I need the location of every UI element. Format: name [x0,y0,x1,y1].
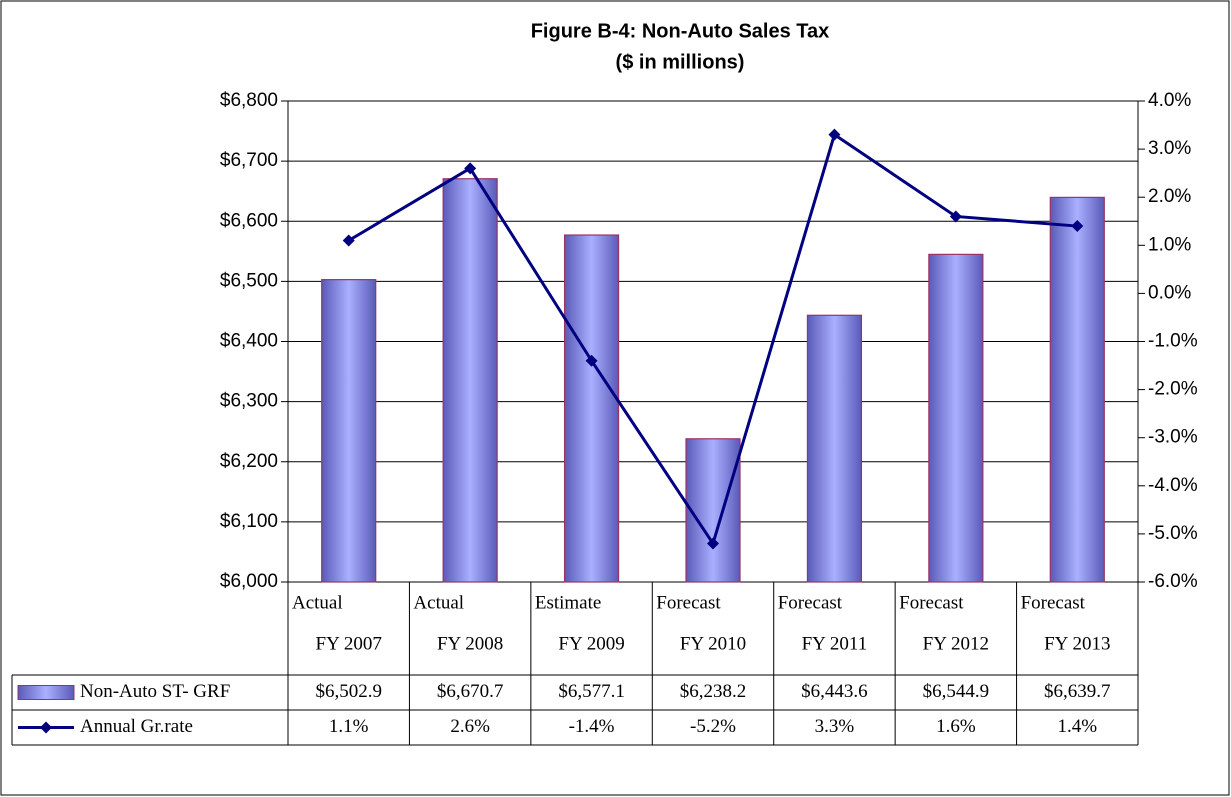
x-tick-label: Forecast [656,592,721,613]
chart-title: Figure B-4: Non-Auto Sales Tax [531,20,830,42]
y2-tick-label: -5.0% [1148,523,1198,544]
table-value: 1.1% [329,716,369,737]
bar [806,314,863,583]
x-tick-label: Actual [413,592,464,613]
y2-tick-label: -1.0% [1148,331,1198,352]
chart-subtitle: ($ in millions) [616,51,745,73]
y-tick-label: $6,200 [220,451,278,472]
marker [342,234,355,247]
x-tick-label: FY 2012 [923,633,989,654]
table-value: $6,670.7 [437,681,504,702]
y-tick-label: $6,500 [220,270,278,291]
y2-tick-label: -6.0% [1148,571,1198,592]
y-tick-label: $6,600 [220,210,278,231]
table-value: -1.4% [569,716,615,737]
y2-tick-label: 4.0% [1148,90,1191,111]
y2-tick-label: 2.0% [1148,186,1191,207]
bar [685,438,741,583]
table-value: $6,544.9 [923,681,990,702]
marker [464,162,477,175]
marker [707,537,719,550]
table-value: -5.2% [690,716,736,737]
bar [442,178,498,583]
marker [585,354,598,367]
table-value: $6,238.2 [680,681,747,702]
y-tick-label: $6,700 [220,150,278,171]
y-tick-label: $6,400 [220,331,278,352]
table-value: $6,443.6 [801,681,868,702]
legend-swatch [17,685,75,700]
y-tick-label: $6,300 [220,391,278,412]
table-value: $6,502.9 [315,681,382,702]
x-tick-label: FY 2008 [437,633,503,654]
y2-tick-label: -2.0% [1148,379,1198,400]
y2-tick-label: 3.0% [1148,138,1191,159]
marker [1071,220,1084,233]
x-tick-label: Actual [292,592,343,613]
x-tick-label: FY 2011 [802,633,868,654]
bar [928,253,984,583]
y2-tick-label: 0.0% [1148,282,1191,303]
legend-swatch [40,721,52,734]
table-value: $6,577.1 [558,681,625,702]
legend-label: Annual Gr.rate [80,716,193,737]
x-tick-label: Forecast [899,592,964,613]
bar [1049,196,1105,583]
marker [828,128,841,141]
x-tick-label: Forecast [778,592,843,613]
x-tick-label: FY 2010 [680,633,746,654]
table-value: 2.6% [450,716,490,737]
y-tick-label: $6,100 [220,511,278,532]
marker [949,210,962,223]
x-tick-label: Forecast [1021,592,1086,613]
legend-label: Non-Auto ST- GRF [80,681,230,702]
x-tick-label: FY 2009 [558,633,624,654]
bar [321,279,377,583]
bar [563,234,620,583]
y2-tick-label: -4.0% [1148,475,1198,496]
y-tick-label: $6,800 [220,90,278,111]
x-tick-label: Estimate [535,592,601,613]
table-value: 3.3% [815,716,855,737]
y2-tick-label: -3.0% [1148,427,1198,448]
y-tick-label: $6,000 [220,571,278,592]
x-tick-label: FY 2007 [316,633,382,654]
table-value: $6,639.7 [1044,681,1111,702]
table-value: 1.6% [936,716,976,737]
table-value: 1.4% [1057,716,1097,737]
y2-tick-label: 1.0% [1148,234,1191,255]
x-tick-label: FY 2013 [1044,633,1110,654]
